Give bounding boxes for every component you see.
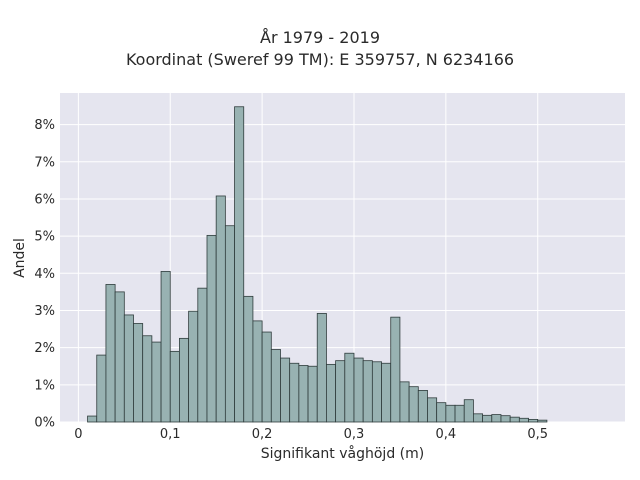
histogram-bar (206, 234, 217, 423)
x-tick-label: 0,2 (252, 427, 273, 442)
histogram-bar (390, 316, 401, 423)
chart-subtitle: Koordinat (Sweref 99 TM): E 359757, N 62… (125, 50, 515, 69)
histogram-bar (537, 419, 548, 423)
histogram-bar (326, 363, 337, 423)
histogram-bar (344, 352, 355, 423)
y-tick-label: 4% (34, 267, 55, 282)
histogram-bar (252, 320, 263, 423)
histogram-bar (335, 360, 346, 423)
histogram-bar (261, 331, 272, 423)
x-axis-label: Signifikant våghöjd (m) (260, 446, 425, 462)
histogram-bar (151, 341, 162, 423)
x-tick-label: 0,1 (160, 427, 181, 442)
histogram-bar (114, 291, 125, 423)
histogram-bar (142, 335, 153, 423)
histogram-bar (160, 271, 171, 423)
histogram-bar (105, 284, 116, 423)
histogram-bar (234, 106, 245, 423)
bars (87, 106, 548, 423)
histogram-bar (445, 404, 456, 423)
histogram-bar (289, 362, 300, 423)
histogram-bar (270, 349, 281, 423)
histogram-bar (188, 310, 199, 423)
y-tick-label: 7% (34, 155, 55, 170)
histogram-bar (298, 365, 309, 423)
histogram-bar (509, 416, 520, 423)
y-tick-label: 5% (34, 230, 55, 245)
histogram-bar (399, 381, 410, 423)
histogram-bar (518, 417, 529, 423)
histogram-bar (87, 415, 98, 423)
y-tick-label: 2% (34, 341, 55, 356)
histogram-bar (463, 399, 474, 423)
histogram-bar (307, 365, 318, 423)
y-tick-label: 6% (34, 192, 55, 207)
histogram-bar (500, 415, 511, 423)
y-tick-label: 8% (34, 118, 55, 133)
histogram-bar (280, 357, 291, 423)
histogram-bar (96, 354, 107, 423)
x-tick-label: 0 (74, 427, 82, 442)
x-axis-ticks: 0 0,1 0,2 0,3 0,4 0,5 (74, 427, 548, 442)
y-axis-label: Andel (12, 238, 28, 278)
histogram-bar (473, 413, 484, 423)
histogram-bar (179, 337, 190, 423)
histogram-bar (371, 361, 382, 423)
histogram-bar (427, 397, 438, 423)
histogram-bar (224, 225, 235, 423)
histogram-bar (417, 390, 428, 423)
x-tick-label: 0,3 (344, 427, 365, 442)
chart-title: År 1979 - 2019 (260, 28, 380, 47)
histogram-bar (215, 195, 226, 423)
y-axis-ticks: 0% 1% 2% 3% 4% 5% 6% 7% 8% (34, 118, 55, 430)
histogram-bar (491, 414, 502, 423)
histogram-bar (381, 362, 392, 423)
histogram-bar (169, 350, 180, 423)
histogram-bar (133, 323, 144, 423)
x-tick-label: 0,5 (527, 427, 548, 442)
histogram-bar (243, 295, 254, 423)
histogram-bar (454, 404, 465, 423)
y-tick-label: 3% (34, 304, 55, 319)
histogram-bar (316, 313, 327, 423)
histogram-bar (353, 357, 364, 423)
histogram-bar (362, 360, 373, 423)
histogram-bar (123, 314, 134, 423)
y-tick-label: 0% (34, 416, 55, 431)
histogram-bar (197, 287, 208, 423)
histogram-bar (482, 414, 493, 423)
histogram-bar (436, 402, 447, 423)
y-tick-label: 1% (34, 378, 55, 393)
histogram-bar (408, 386, 419, 423)
histogram-bar (528, 418, 539, 423)
x-tick-label: 0,4 (436, 427, 457, 442)
